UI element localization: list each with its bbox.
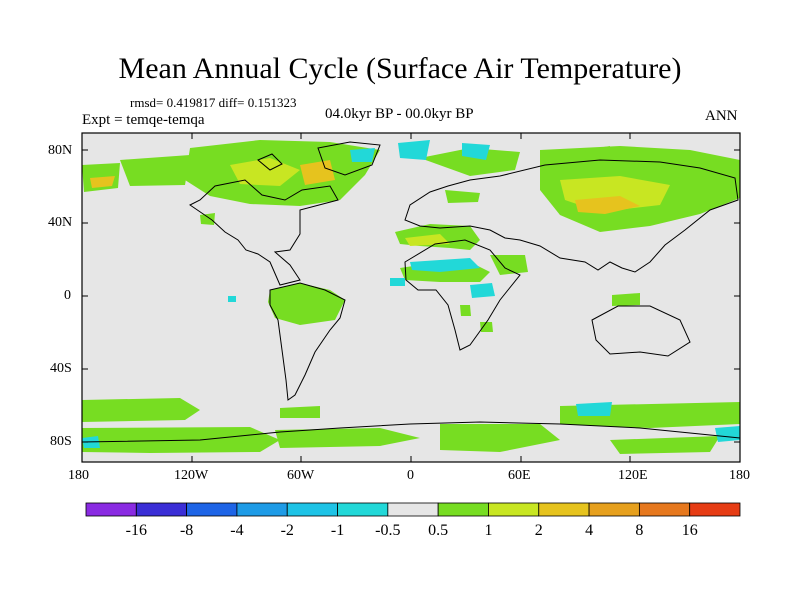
- lon-tick-0: 0: [407, 468, 414, 483]
- anomaly-regions-gold: [90, 160, 640, 214]
- colorbar-label: -1: [331, 522, 344, 539]
- lon-tick-120e: 120E: [618, 468, 648, 483]
- colorbar-label: -8: [180, 522, 193, 539]
- period-label: 04.0kyr BP - 00.0kyr BP: [325, 106, 474, 122]
- colorbar-swatch: [135, 502, 188, 517]
- coastlines: [81, 141, 741, 443]
- lon-tick-180w: 180: [68, 468, 89, 483]
- experiment-label: Expt = temqe-temqa: [82, 112, 205, 128]
- lat-tick-40s: 40S: [50, 361, 72, 376]
- lat-tick-40n: 40N: [48, 215, 73, 230]
- colorbar-label: -2: [281, 522, 294, 539]
- colorbar-swatch: [236, 502, 288, 517]
- lat-tick-0: 0: [64, 288, 71, 303]
- colorbar-label: 4: [585, 522, 593, 539]
- colorbar-label: -16: [126, 522, 147, 539]
- colorbar-swatch: [488, 502, 540, 517]
- colorbar-label: -0.5: [375, 522, 400, 539]
- lon-tick-180e: 180: [729, 468, 750, 483]
- lat-tick-80s: 80S: [50, 434, 72, 449]
- colorbar-label: -4: [230, 522, 243, 539]
- colorbar-swatch: [186, 502, 238, 517]
- lon-tick-60e: 60E: [508, 468, 531, 483]
- colorbar-label: 1: [484, 522, 492, 539]
- colorbar-label: 8: [635, 522, 643, 539]
- colorbar: -16 -8 -4 -2 -1 -0.5 0.5 1 2 4 8 16: [85, 502, 741, 539]
- colorbar-label: 0.5: [428, 522, 448, 539]
- lon-tick-60w: 60W: [287, 468, 315, 483]
- colorbar-swatch: [588, 502, 640, 517]
- lat-tick-80n: 80N: [48, 143, 73, 158]
- colorbar-swatch: [85, 502, 137, 517]
- colorbar-label: 2: [535, 522, 543, 539]
- colorbar-swatch: [689, 502, 741, 517]
- map-panel: [81, 132, 741, 463]
- lon-tick-120w: 120W: [174, 468, 209, 483]
- colorbar-label: 16: [682, 522, 698, 539]
- colorbar-swatch: [638, 502, 691, 517]
- stats-label: rmsd= 0.419817 diff= 0.151323: [130, 95, 297, 110]
- colorbar-swatch: [337, 502, 389, 517]
- anomaly-regions-cyan: [82, 140, 740, 448]
- season-label: ANN: [705, 108, 738, 124]
- tick-marks: [82, 133, 740, 462]
- colorbar-swatch: [387, 502, 439, 517]
- map-title: Mean Annual Cycle (Surface Air Temperatu…: [118, 52, 682, 85]
- colorbar-swatch: [538, 502, 590, 517]
- colorbar-swatch: [437, 502, 489, 517]
- colorbar-swatch: [286, 502, 338, 517]
